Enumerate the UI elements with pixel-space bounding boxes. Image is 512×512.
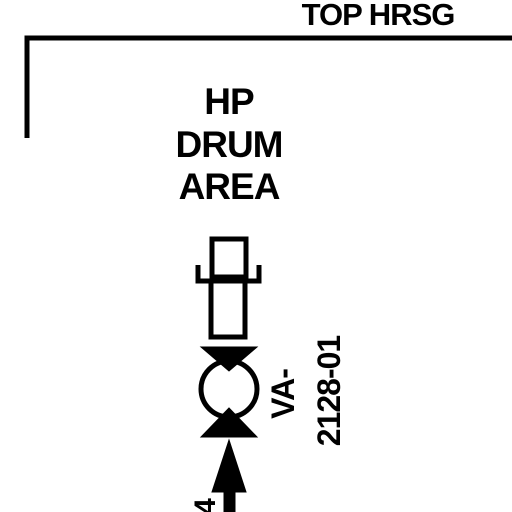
- flow-line: 4: [189, 438, 247, 512]
- area-title-line-3: AREA: [179, 166, 280, 207]
- valve-assembly[interactable]: VA- 2128-01: [195, 236, 347, 447]
- flow-line-partial-label: 4: [189, 498, 222, 512]
- actuator-stem-housing: [208, 278, 248, 340]
- area-title: HP DRUM AREA: [176, 81, 284, 207]
- boundary-line: [24, 35, 512, 138]
- area-title-line-2: DRUM: [176, 124, 283, 165]
- boundary-label: TOP HRSG: [302, 0, 455, 32]
- flow-arrow-icon: [211, 438, 247, 493]
- hrsg-boundary: TOP HRSG: [24, 0, 512, 138]
- valve-tag-prefix: VA-: [265, 369, 301, 419]
- area-title-line-1: HP: [204, 81, 254, 122]
- actuator-top-box: [209, 236, 249, 280]
- valve-tag-number: 2128-01: [311, 336, 347, 447]
- flow-pipe: [223, 487, 236, 512]
- valve-lower-wedge-icon: [199, 407, 259, 438]
